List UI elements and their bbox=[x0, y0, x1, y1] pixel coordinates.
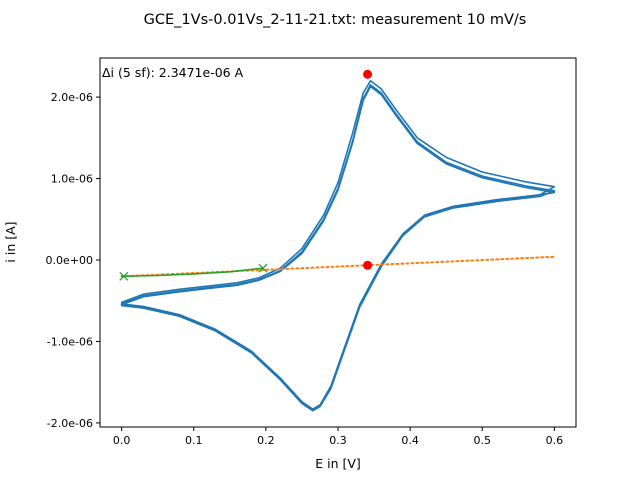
x-tick-label: 0.6 bbox=[546, 434, 564, 447]
series-fit-segment bbox=[120, 267, 264, 278]
series-layer bbox=[120, 80, 556, 412]
marker-fit-start bbox=[119, 271, 129, 281]
y-tick-label: 2.0e-06 bbox=[51, 91, 93, 104]
plot-area bbox=[99, 57, 577, 428]
y-tick-label: -2.0e-06 bbox=[47, 417, 93, 430]
plot-background bbox=[100, 58, 576, 427]
chart-title: GCE_1Vs-0.01Vs_2-11-21.txt: measurement … bbox=[144, 12, 527, 28]
y-tick-label: 0.0e+00 bbox=[46, 254, 93, 267]
y-tick-label: -1.0e-06 bbox=[47, 335, 93, 348]
y-axis: -2.0e-06 -1.0e-06 0.0e+00 1.0e-06 2.0e-06 bbox=[46, 91, 100, 430]
x-tick-label: 0.4 bbox=[401, 434, 419, 447]
x-tick-label: 0.2 bbox=[257, 434, 275, 447]
x-tick-label: 0.5 bbox=[473, 434, 491, 447]
marker-fit-end bbox=[258, 263, 268, 273]
y-axis-label: i in [A] bbox=[3, 221, 18, 262]
series-baseline bbox=[120, 255, 556, 278]
x-axis-label: E in [V] bbox=[315, 456, 361, 471]
marker-peak-max bbox=[363, 69, 373, 79]
x-tick-label: 0.3 bbox=[329, 434, 347, 447]
marker-layer bbox=[119, 69, 373, 281]
marker-peak-base bbox=[363, 260, 373, 270]
chart-annotation: Δi (5 sf): 2.3471e-06 A bbox=[102, 65, 244, 80]
x-tick-label: 0.1 bbox=[185, 434, 203, 447]
x-axis: 0.0 0.1 0.2 0.3 0.4 0.5 0.6 bbox=[113, 427, 563, 447]
x-tick-label: 0.0 bbox=[113, 434, 131, 447]
y-tick-label: 1.0e-06 bbox=[51, 173, 93, 186]
